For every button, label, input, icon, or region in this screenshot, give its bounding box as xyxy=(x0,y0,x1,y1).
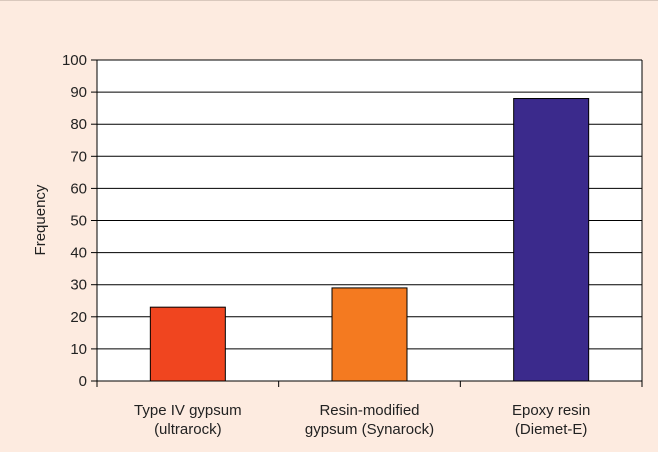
y-axis-title: Frequency xyxy=(32,184,49,255)
y-tick-label: 40 xyxy=(70,245,87,262)
bar xyxy=(513,98,590,382)
x-category-label: Type IV gypsum xyxy=(134,402,242,419)
y-tick-label: 20 xyxy=(70,309,87,326)
y-tick-label: 70 xyxy=(70,148,87,165)
bar xyxy=(149,306,226,382)
y-tick-label: 60 xyxy=(70,180,87,197)
y-tick-label: 80 xyxy=(70,116,87,133)
y-tick-label: 100 xyxy=(62,52,87,69)
x-category-label: (Diemet-E) xyxy=(515,421,588,438)
y-tick-label: 30 xyxy=(70,277,87,294)
bar xyxy=(331,287,408,382)
x-category-label: Resin-modified xyxy=(319,402,419,419)
x-category-label: (ultrarock) xyxy=(154,421,222,438)
labels: 0 10 20 30 40 50 60 70 80 90 100 Type IV gypsum (ult… xyxy=(62,52,590,438)
x-category-label: gypsum (Synarock) xyxy=(305,421,434,438)
bars xyxy=(149,98,590,382)
x-category-label: Epoxy resin xyxy=(512,402,590,419)
y-tick-label: 10 xyxy=(70,341,87,358)
y-tick-label: 90 xyxy=(70,84,87,101)
y-tick-label: 50 xyxy=(70,213,87,230)
y-tick-label: 0 xyxy=(79,373,87,390)
axes xyxy=(91,59,643,387)
